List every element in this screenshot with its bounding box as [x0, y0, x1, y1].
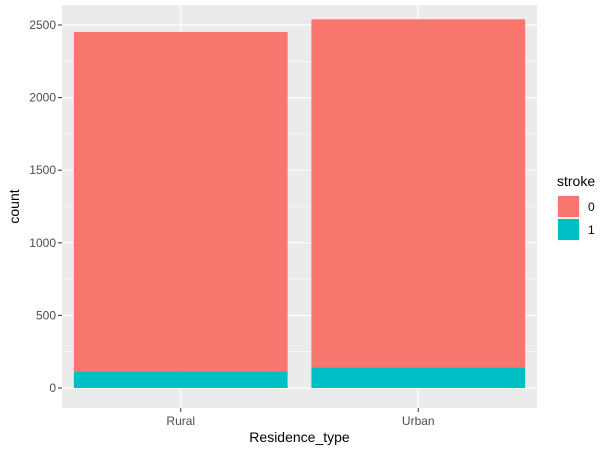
legend: stroke 0 1 — [557, 173, 595, 241]
y-tick-label: 2000 — [29, 91, 56, 105]
bars — [73, 19, 526, 388]
x-axis-title: Residence_type — [249, 429, 350, 445]
legend-key-1 — [558, 219, 579, 240]
bar-rural-stroke-0 — [73, 31, 288, 372]
x-tick-label: Rural — [166, 414, 195, 428]
y-tick-label: 0 — [49, 381, 56, 395]
y-axis-title: count — [6, 189, 22, 223]
legend-key-0 — [558, 196, 579, 217]
bar-urban-stroke-0 — [311, 19, 526, 368]
y-axis: 0 500 1000 1500 2000 2500 — [29, 18, 62, 395]
legend-title: stroke — [557, 173, 595, 189]
x-tick-label: Urban — [402, 414, 435, 428]
bar-urban-stroke-1 — [311, 367, 526, 388]
y-tick-label: 1000 — [29, 236, 56, 250]
bar-rural-stroke-1 — [73, 371, 288, 388]
legend-label: 1 — [588, 223, 595, 237]
y-tick-label: 1500 — [29, 163, 56, 177]
y-tick-label: 500 — [36, 308, 56, 322]
y-tick-label: 2500 — [29, 18, 56, 32]
x-axis: Rural Urban — [166, 408, 435, 428]
legend-label: 0 — [588, 200, 595, 214]
